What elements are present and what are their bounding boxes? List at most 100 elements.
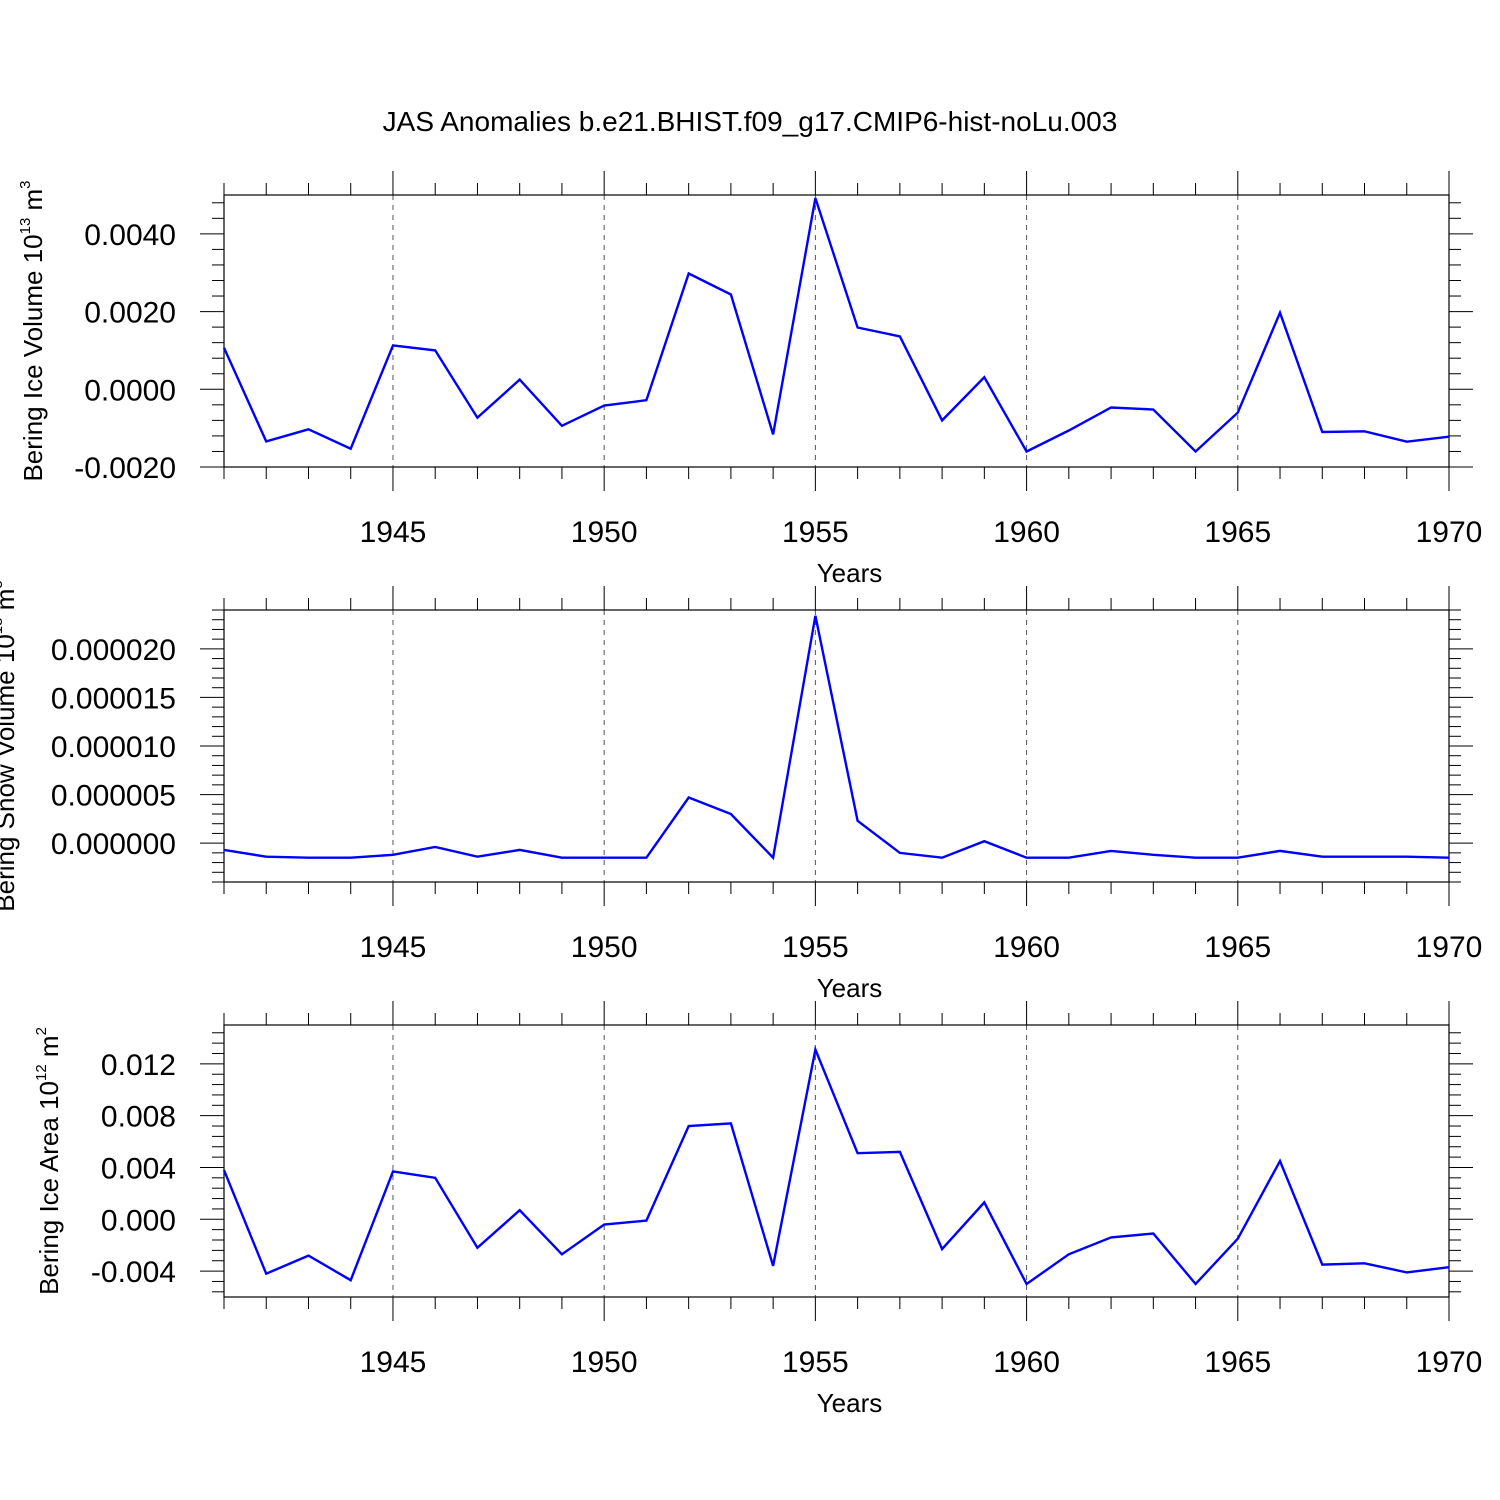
series-line: [223, 615, 1450, 861]
x-tick-label-1965: 1965: [1204, 516, 1271, 549]
data-point-1947: [476, 1247, 478, 1249]
data-point-1941: [223, 347, 225, 349]
data-point-1962: [1110, 850, 1112, 852]
data-point-1942: [265, 856, 267, 858]
data-point-1944: [350, 448, 352, 450]
x-tick-label-1960: 1960: [993, 516, 1060, 549]
data-point-1963: [1152, 854, 1154, 856]
data-point-1948: [518, 1209, 520, 1211]
data-point-1950: [603, 404, 605, 406]
y-ticks: [200, 609, 1473, 883]
y-tick-label-0.0000: 0.0000: [84, 374, 176, 407]
data-point-1953: [730, 813, 732, 815]
x-tick-label-1950: 1950: [571, 931, 638, 964]
y-tick-label-0.000000: 0.000000: [51, 828, 176, 861]
x-ticks: [223, 1001, 1450, 1321]
y-tick-label-0.0040: 0.0040: [84, 219, 176, 252]
data-point-1942: [265, 440, 267, 442]
data-point-1961: [1068, 1253, 1070, 1255]
data-point-1942: [265, 1272, 267, 1274]
y-tick-label-0.000015: 0.000015: [51, 682, 176, 715]
data-point-1966: [1279, 1160, 1281, 1162]
data-point-1958: [941, 419, 943, 421]
y-tick-label-0.004: 0.004: [101, 1152, 176, 1185]
data-point-1962: [1110, 406, 1112, 408]
data-point-1957: [899, 852, 901, 854]
y-tick-label-0.000020: 0.000020: [51, 634, 176, 667]
x-axis-label: Years: [817, 973, 883, 1003]
data-point-1968: [1363, 856, 1365, 858]
series-line: [222, 1045, 1450, 1286]
y-axis-label: Bering Ice Volume 1013 m3: [17, 180, 48, 481]
data-point-1957: [899, 1151, 901, 1153]
data-point-1968: [1363, 430, 1365, 432]
data-point-1952: [687, 796, 689, 798]
data-point-1943: [307, 857, 309, 859]
panel-1: 1945 1950 1955 1960 1965 1970 Years -0.0020 0.00…: [17, 171, 1482, 588]
plot-frame: [223, 609, 1450, 883]
x-tick-label-1955: 1955: [782, 1346, 849, 1379]
data-point-1956: [856, 1152, 858, 1154]
plot-frame: [223, 1024, 1450, 1298]
data-point-1954: [772, 1265, 774, 1267]
y-tick-label-0.012: 0.012: [101, 1049, 176, 1082]
x-tick-label-1965: 1965: [1204, 931, 1271, 964]
x-tick-label-1960: 1960: [993, 1346, 1060, 1379]
data-point-1951: [645, 857, 647, 859]
data-point-1953: [730, 1122, 732, 1124]
data-point-1946: [434, 1177, 436, 1179]
data-point-1951: [645, 1219, 647, 1221]
y-axis-label: Bering Ice Area 1012 m2: [33, 1027, 64, 1295]
data-point-1966: [1279, 850, 1281, 852]
x-ticks: [223, 171, 1450, 491]
data-point-1941: [223, 849, 225, 851]
y-tick-label--0.0020: -0.0020: [74, 452, 176, 485]
y-ticks: [200, 1032, 1473, 1293]
panel-2: 1945 1950 1955 1960 1965 1970 Years 0.000000 0.0…: [0, 580, 1482, 1003]
data-point-1956: [856, 326, 858, 328]
data-point-1945: [392, 1170, 394, 1172]
data-point-1964: [1194, 857, 1196, 859]
data-point-1952: [687, 1125, 689, 1127]
data-point-1949: [561, 425, 563, 427]
data-point-1964: [1194, 1283, 1196, 1285]
y-tick-label-0.000010: 0.000010: [51, 731, 176, 764]
data-point-1968: [1363, 1262, 1365, 1264]
data-point-1945: [392, 854, 394, 856]
data-point-1964: [1194, 450, 1196, 452]
data-point-1952: [687, 272, 689, 274]
x-tick-label-1955: 1955: [782, 931, 849, 964]
data-point-1948: [518, 378, 520, 380]
y-axis-label: Bering Snow Volume 1013 m3: [0, 580, 20, 911]
x-tick-label-1955: 1955: [782, 516, 849, 549]
data-point-1962: [1110, 1236, 1112, 1238]
data-point-1960: [1025, 1283, 1027, 1285]
x-ticks: [223, 586, 1450, 906]
plot-frame: [223, 194, 1450, 468]
x-axis-label: Years: [817, 558, 883, 588]
data-point-1946: [434, 846, 436, 848]
series-line: [222, 197, 1450, 454]
x-tick-label-1950: 1950: [571, 516, 638, 549]
data-point-1967: [1321, 1263, 1323, 1265]
data-point-1941: [223, 1169, 225, 1171]
data-point-1958: [941, 857, 943, 859]
data-point-1958: [941, 1248, 943, 1250]
data-point-1955: [814, 1048, 816, 1050]
data-point-1970: [1448, 857, 1450, 859]
data-point-1951: [645, 399, 647, 401]
data-point-1961: [1068, 857, 1070, 859]
data-point-1944: [350, 1279, 352, 1281]
data-point-1969: [1406, 1271, 1408, 1273]
y-tick-label-0.0020: 0.0020: [84, 297, 176, 330]
x-tick-label-1970: 1970: [1416, 1346, 1483, 1379]
chart-title: JAS Anomalies b.e21.BHIST.f09_g17.CMIP6-…: [383, 106, 1118, 137]
data-point-1950: [603, 857, 605, 859]
y-tick-label-0.008: 0.008: [101, 1101, 176, 1134]
x-tick-label-1945: 1945: [360, 516, 427, 549]
data-point-1970: [1448, 1266, 1450, 1268]
data-point-1961: [1068, 429, 1070, 431]
data-point-1957: [899, 335, 901, 337]
data-point-1963: [1152, 408, 1154, 410]
